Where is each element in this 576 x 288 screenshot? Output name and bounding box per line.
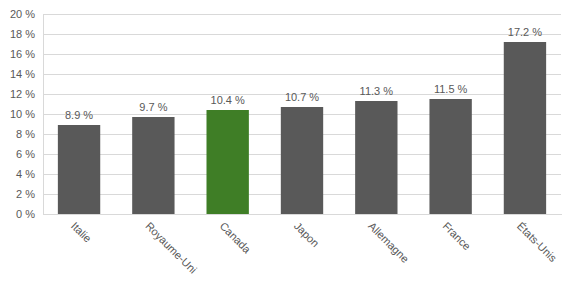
x-tick: Allemagne [366,214,411,265]
x-tick-label: États-Unis [515,220,560,265]
y-tick-label: 4 % [16,168,35,180]
grid [43,14,561,214]
y-axis-line [43,15,44,215]
bar [504,42,546,214]
y-tick: 10 % [10,108,43,120]
bar [429,99,471,214]
x-tick-label: Italie [69,220,94,245]
data-label: 10.4 % [211,94,245,106]
y-tick-label: 10 % [10,108,35,120]
y-tick-label: 2 % [16,188,35,200]
y-tick: 20 % [10,8,43,20]
x-tick: Canada [218,214,254,256]
y-tick: 4 % [16,168,43,180]
x-tick-label: Japon [292,220,322,250]
y-tick: 16 % [10,48,43,60]
x-tick: France [441,214,474,252]
data-label: 10.7 % [285,91,319,103]
grid-line [43,74,561,75]
y-tick-label: 6 % [16,148,35,160]
grid-line [43,54,561,55]
x-axis-line [44,214,562,215]
bar [281,107,323,214]
data-label: 9.7 % [139,101,167,113]
x-tick-label: Allemagne [366,220,411,265]
y-tick: 12 % [10,88,43,100]
y-tick-label: 14 % [10,68,35,80]
y-tick: 0 % [16,208,43,220]
y-tick: 18 % [10,28,43,40]
x-tick-label: Canada [218,220,254,256]
x-tick-label: Royaume-Uni [143,220,199,276]
y-tick: 6 % [16,148,43,160]
x-axis: Italie Royaume-Uni Canada Japon Allemagne Fra… [44,214,562,276]
data-label: 8.9 % [65,109,93,121]
chart: 0 % 2 % 4 % 6 % 8 % 10 % 12 % 14 % 16 % 18 % 20 % I… [0,0,576,288]
data-label: 17.2 % [508,26,542,38]
y-tick: 2 % [16,188,43,200]
y-tick-label: 8 % [16,128,35,140]
bar [132,117,174,214]
y-tick-label: 18 % [10,28,35,40]
data-labels: 8.9 % 9.7 % 10.4 % 10.7 % 11.3 % 11.5 % 17.2 % [65,26,542,121]
bar [58,125,100,214]
data-label: 11.5 % [434,83,468,95]
y-tick: 8 % [16,128,43,140]
y-tick-label: 16 % [10,48,35,60]
y-tick-label: 20 % [10,8,35,20]
grid-line [43,34,561,35]
bars [58,42,546,214]
y-tick: 14 % [10,68,43,80]
x-tick: Royaume-Uni [143,214,199,276]
x-tick-label: France [441,220,474,253]
x-tick: États-Unis [515,214,560,264]
x-tick: Italie [69,214,94,245]
data-label: 11.3 % [360,85,394,97]
y-tick-label: 0 % [16,208,35,220]
y-tick-label: 12 % [10,88,35,100]
grid-line [43,14,561,15]
bar [355,101,397,214]
y-axis: 0 % 2 % 4 % 6 % 8 % 10 % 12 % 14 % 16 % 18 % 20 % [10,8,44,220]
x-tick: Japon [292,214,322,249]
bar [207,110,249,214]
